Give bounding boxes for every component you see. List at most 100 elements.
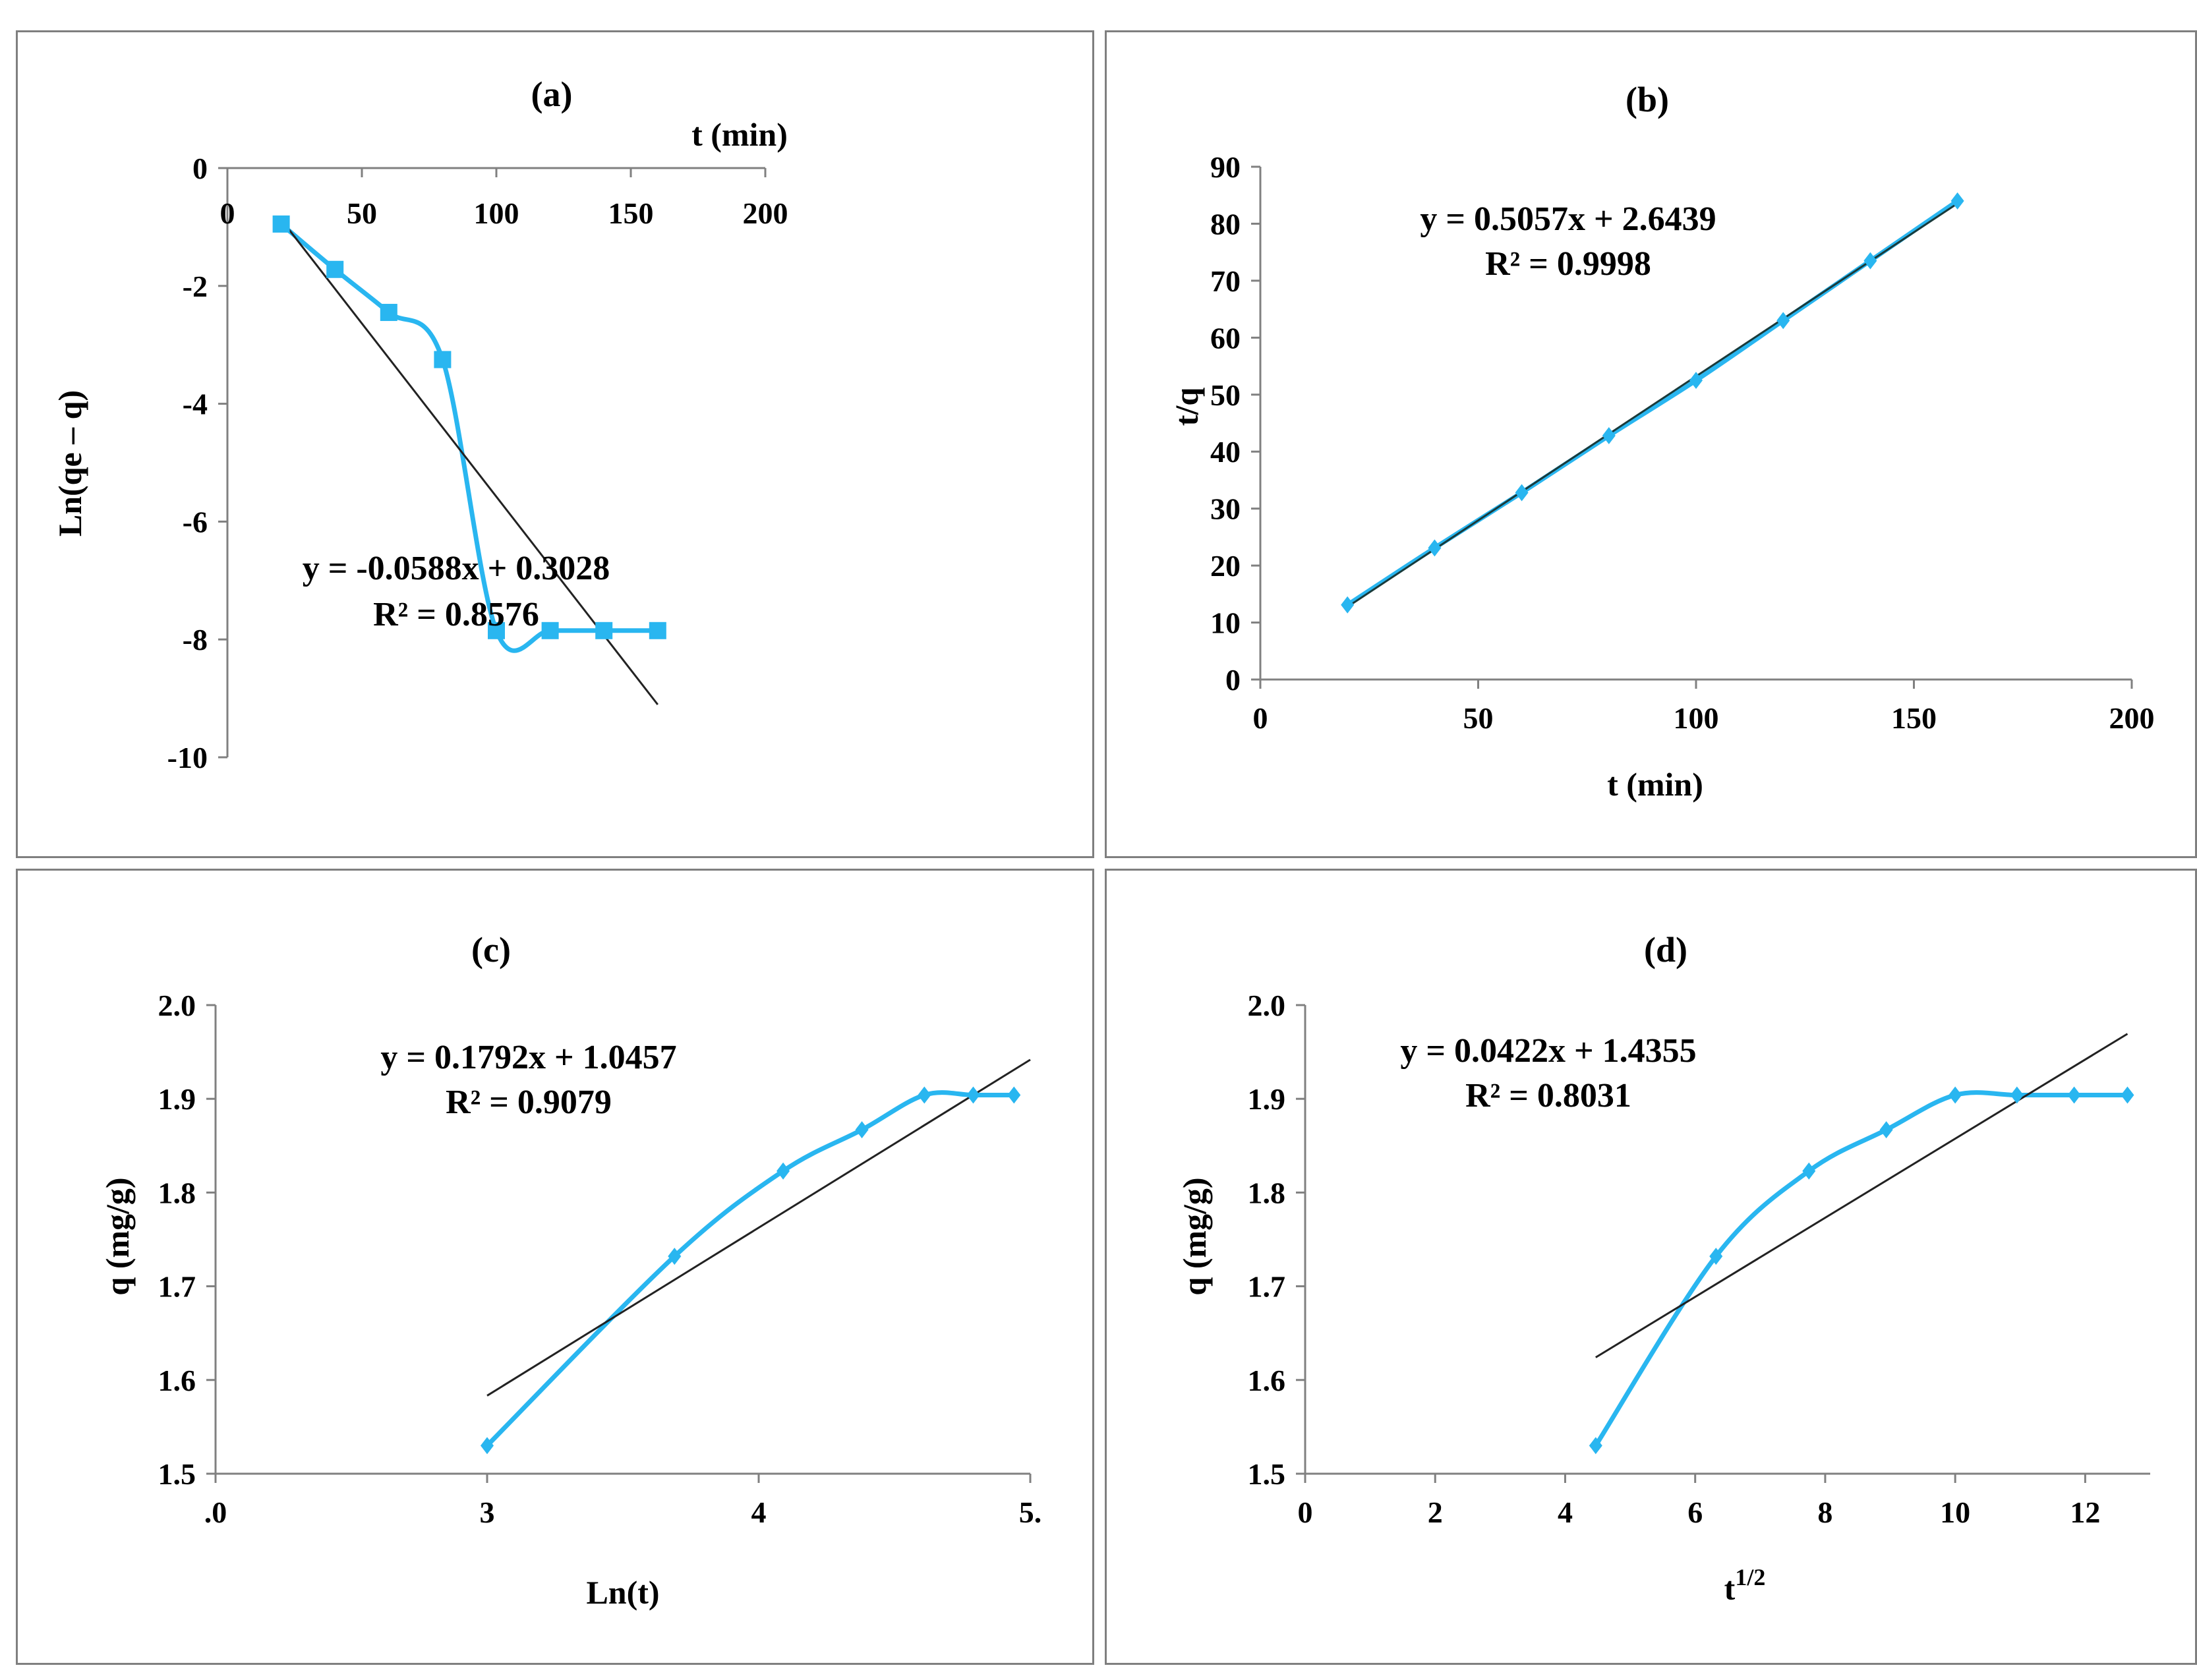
data-point [434, 351, 452, 368]
x-axis-label: t (min) [691, 116, 788, 153]
chart-title: (d) [1644, 930, 1687, 970]
chart-c: 1.5 1.6 1.7 1.8 1.9 2.0 .0 3 4 5. (c) Ln(t) q (mg/g)… [99, 930, 1042, 1611]
y-axis-label: t/q [1168, 388, 1205, 426]
y-tick-label: 1.8 [158, 1176, 196, 1209]
data-point [380, 304, 397, 322]
y-tick-label: -8 [183, 623, 208, 656]
y-tick-label: 0 [1225, 663, 1241, 697]
data-point [1602, 427, 1616, 445]
x-tick-label: 0 [220, 196, 235, 230]
panel-c: 1.5 1.6 1.7 1.8 1.9 2.0 .0 3 4 5. (c) Ln(t) q (mg/g)… [16, 869, 1094, 1665]
data-point [541, 622, 559, 639]
x-tick-label: 4 [751, 1495, 767, 1529]
data-point [326, 260, 344, 278]
data-point [1589, 1437, 1602, 1455]
x-tick-label: 0 [1253, 701, 1268, 735]
x-tick-label: 2 [1428, 1495, 1443, 1529]
data-point [1802, 1162, 1816, 1180]
data-point [1689, 372, 1703, 390]
r-squared-label: R² = 0.9998 [1485, 245, 1651, 283]
x-tick-label: 0 [1298, 1495, 1313, 1529]
series-line [484, 1090, 1016, 1448]
data-point [1428, 539, 1442, 557]
y-tick-label: -6 [183, 505, 208, 538]
r-squared-label: R² = 0.8576 [373, 596, 539, 633]
x-tick-label: .0 [204, 1495, 227, 1529]
data-point [1948, 1086, 1962, 1104]
y-tick-label: 20 [1210, 549, 1241, 583]
x-tick-label: 150 [608, 196, 654, 230]
y-tick-label: 1.6 [158, 1364, 196, 1397]
data-point [2067, 1086, 2081, 1104]
data-point [1341, 596, 1355, 614]
r-squared-label: R² = 0.9079 [446, 1084, 612, 1121]
data-point [488, 622, 505, 639]
y-tick-label: 1.5 [158, 1457, 196, 1491]
data-point [776, 1162, 790, 1180]
trendline [486, 1058, 1031, 1397]
y-tick-label: -10 [167, 741, 208, 774]
x-tick-label: 50 [1463, 701, 1494, 735]
y-tick-label: 90 [1210, 150, 1241, 184]
y-tick-label: 30 [1210, 492, 1241, 526]
y-axis-label: q (mg/g) [1176, 1177, 1213, 1295]
series-line [1593, 1090, 2130, 1448]
data-point [1950, 192, 1964, 210]
y-tick-label: 50 [1210, 378, 1241, 412]
trendline-equation: y = 0.1792x + 1.0457 [380, 1039, 676, 1076]
data-point [855, 1121, 869, 1139]
data-point [2121, 1086, 2134, 1104]
chart-b: 0 10 20 30 40 50 60 70 80 90 0 50 100 150 200 (b) t (min… [1168, 80, 2155, 803]
x-tick-label: 12 [2070, 1495, 2100, 1529]
x-tick-label: 100 [1674, 701, 1719, 735]
y-tick-label: 2.0 [1248, 989, 1286, 1022]
data-point [1709, 1248, 1723, 1265]
data-point [595, 622, 613, 639]
data-point [481, 1437, 494, 1455]
x-tick-label: 150 [1891, 701, 1937, 735]
x-tick-label: 5. [1019, 1495, 1042, 1529]
trendline [1595, 1033, 2128, 1358]
y-tick-label: 1.9 [158, 1082, 196, 1116]
chart-a: 0 -2 -4 -6 -8 -10 0 50 100 150 200 (a) t (min) Ln(qe … [51, 74, 788, 774]
y-tick-label: 40 [1210, 435, 1241, 469]
data-point [1863, 252, 1877, 270]
data-point [2010, 1086, 2024, 1104]
r-squared-label: R² = 0.8031 [1465, 1077, 1631, 1115]
y-tick-label: -4 [183, 388, 208, 421]
x-axis-label-superscript: 1/2 [1735, 1564, 1765, 1590]
trendline-equation: y = -0.0588x + 0.3028 [303, 550, 610, 587]
y-tick-label: 60 [1210, 321, 1241, 355]
y-tick-label: 10 [1210, 606, 1241, 640]
chart-title: (a) [531, 74, 573, 114]
panel-b: 0 10 20 30 40 50 60 70 80 90 0 50 100 150 200 (b) t (min… [1105, 30, 2197, 858]
trendline [1347, 202, 1958, 608]
chart-d: 1.5 1.6 1.7 1.8 1.9 2.0 0 2 4 6 8 10 12 (d) t1/2 q (mg/… [1176, 930, 2150, 1607]
x-axis-label: t1/2 [1724, 1564, 1766, 1607]
data-point [1879, 1121, 1893, 1139]
x-tick-label: 200 [743, 196, 788, 230]
x-tick-label: 6 [1687, 1495, 1703, 1529]
x-tick-label: 100 [474, 196, 519, 230]
x-tick-label: 3 [480, 1495, 495, 1529]
y-axis-label: q (mg/g) [99, 1177, 136, 1295]
trendline-equation: y = 0.0422x + 1.4355 [1400, 1032, 1696, 1070]
data-point [1776, 312, 1790, 330]
y-tick-label: -2 [183, 270, 208, 303]
data-point [649, 622, 666, 639]
panel-a: 0 -2 -4 -6 -8 -10 0 50 100 150 200 (a) t (min) Ln(qe … [16, 30, 1094, 858]
trendline-equation: y = 0.5057x + 2.6439 [1420, 200, 1716, 238]
y-tick-label: 1.8 [1248, 1176, 1286, 1209]
x-axis-label: t (min) [1607, 766, 1703, 803]
y-tick-label: 1.5 [1248, 1457, 1286, 1491]
x-tick-label: 4 [1558, 1495, 1573, 1529]
y-tick-label: 70 [1210, 264, 1241, 298]
y-tick-label: 1.7 [158, 1270, 196, 1304]
x-tick-label: 50 [347, 196, 377, 230]
data-point [1515, 484, 1529, 502]
data-point [668, 1248, 682, 1265]
y-tick-label: 1.7 [1248, 1270, 1286, 1304]
data-point [918, 1086, 931, 1104]
data-point [272, 215, 290, 233]
data-point [1007, 1086, 1021, 1104]
